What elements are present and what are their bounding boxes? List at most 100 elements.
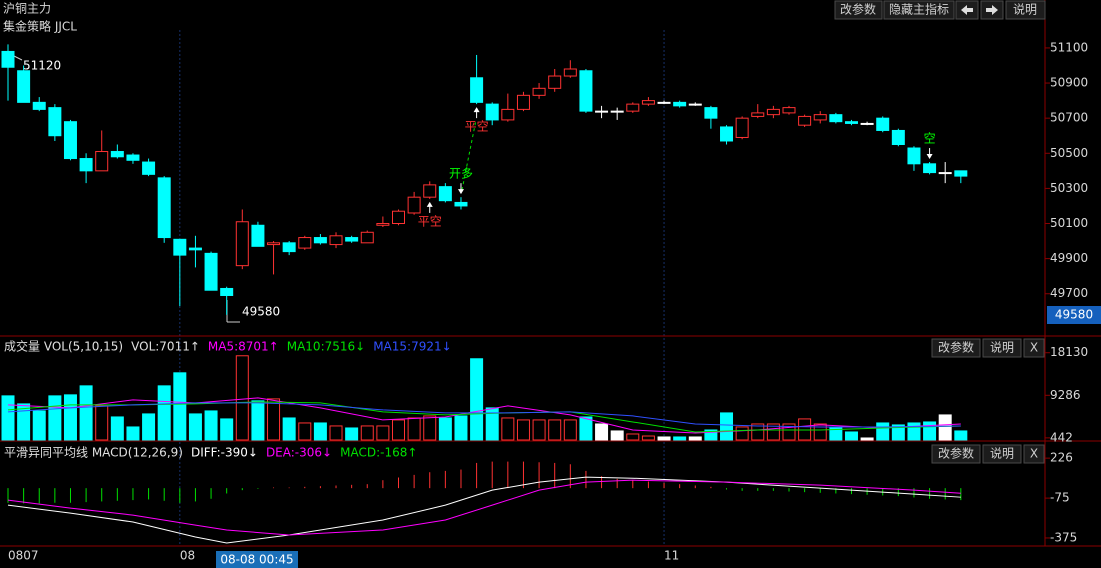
- candle-body: [688, 103, 702, 106]
- button-label[interactable]: 说明: [1013, 2, 1037, 17]
- candle-body: [392, 210, 405, 225]
- volume-bar: [720, 412, 734, 441]
- volume-bar: [798, 418, 812, 441]
- button[interactable]: X: [1023, 444, 1045, 464]
- candle-body: [501, 108, 515, 121]
- candle-body: [735, 117, 749, 138]
- readout: MA15:7921↓: [373, 340, 451, 354]
- arrow-left-button[interactable]: [955, 0, 979, 20]
- volume-bar: [204, 410, 218, 441]
- volume-bar: [860, 437, 874, 441]
- volume-bar: [657, 436, 671, 441]
- indicator-line: [7, 397, 961, 434]
- volume-bar: [329, 425, 343, 441]
- candle-body: [126, 154, 140, 161]
- candle-body: [142, 161, 156, 175]
- candle-body: [860, 122, 874, 125]
- y-tick-label: 50500: [1050, 146, 1088, 160]
- signal-label: 开多: [449, 167, 473, 181]
- candle-body: [157, 177, 171, 239]
- volume-bar: [282, 417, 296, 441]
- arrow-right-button[interactable]: [980, 0, 1004, 20]
- volume-bar: [220, 418, 234, 441]
- candle-body: [17, 70, 31, 103]
- candle-body: [626, 103, 640, 112]
- volume-bar: [813, 423, 827, 441]
- volume-bar: [32, 410, 46, 441]
- candle-body: [329, 235, 343, 246]
- volume-bar: [438, 417, 452, 441]
- volume-bar: [392, 419, 405, 441]
- candle-body: [907, 147, 921, 165]
- button-label[interactable]: 隐藏主指标: [889, 2, 949, 17]
- low-annotation: 49580: [242, 305, 280, 319]
- candle-body: [282, 242, 296, 253]
- volume-bar: [173, 372, 187, 441]
- y-tick-label: 18130: [1050, 345, 1088, 359]
- readout: 成交量 VOL(5,10,15): [4, 339, 123, 354]
- button[interactable]: 隐藏主指标: [883, 0, 955, 20]
- volume-bar: [876, 422, 890, 441]
- y-tick-label: 51100: [1050, 40, 1088, 54]
- candle-body: [438, 186, 452, 202]
- y-tick-label: 226: [1050, 451, 1073, 465]
- button-label[interactable]: 改参数: [938, 446, 974, 461]
- volume-bar: [485, 407, 499, 441]
- volume-bar: [844, 431, 858, 441]
- candle-body: [95, 151, 109, 172]
- button[interactable]: 说明: [982, 338, 1022, 358]
- button-label[interactable]: 改参数: [938, 340, 974, 355]
- candle-body: [345, 237, 359, 242]
- button-label[interactable]: X: [1030, 341, 1038, 355]
- candle-body: [938, 172, 952, 175]
- candle-body: [844, 121, 858, 124]
- volume-bar: [923, 421, 937, 441]
- candle-body: [532, 87, 546, 96]
- volume-bar: [79, 385, 93, 441]
- button[interactable]: 改参数: [931, 444, 981, 464]
- cursor-label-box: [216, 551, 298, 568]
- button-label[interactable]: 说明: [990, 446, 1014, 461]
- volume-bar: [345, 427, 359, 441]
- candle-body: [407, 196, 421, 214]
- candle-body: [360, 231, 374, 244]
- candle-body: [923, 163, 937, 174]
- button[interactable]: X: [1023, 338, 1045, 358]
- volume-bar: [251, 400, 265, 441]
- candle-body: [220, 287, 234, 296]
- candle-body: [313, 237, 327, 244]
- button[interactable]: 说明: [982, 444, 1022, 464]
- button-label[interactable]: 说明: [990, 340, 1014, 355]
- button-label[interactable]: X: [1030, 447, 1038, 461]
- indicator-line: [7, 402, 961, 428]
- price-tag-box: [1047, 306, 1101, 324]
- candle-body: [657, 101, 671, 104]
- volume-bar: [595, 423, 609, 441]
- volume-bar: [907, 422, 921, 441]
- volume-bar: [188, 413, 202, 441]
- volume-bar: [360, 425, 374, 441]
- volume-bar: [938, 414, 952, 441]
- candle-body: [704, 107, 718, 119]
- candle-body: [563, 68, 577, 77]
- candle-body: [813, 114, 827, 121]
- candle-body: [63, 121, 77, 160]
- button[interactable]: 改参数: [931, 338, 981, 358]
- readout: VOL:7011↑: [131, 340, 200, 354]
- volume-bar: [735, 426, 749, 441]
- symbol: 沪铜主力: [3, 1, 51, 16]
- button-label[interactable]: 改参数: [840, 2, 876, 17]
- y-tick-label: -375: [1050, 530, 1077, 544]
- button[interactable]: 说明: [1005, 0, 1046, 20]
- volume-bar: [407, 417, 421, 441]
- volume-bar: [610, 430, 624, 441]
- readout: DEA:-306↓: [266, 446, 332, 460]
- button[interactable]: 改参数: [834, 0, 883, 20]
- readout: MACD:-168↑: [340, 446, 417, 460]
- readout: MA10:7516↓: [287, 340, 365, 354]
- volume-bar: [548, 419, 562, 441]
- volume-bar: [48, 395, 62, 441]
- volume-bar: [501, 417, 515, 441]
- volume-bar: [313, 422, 327, 441]
- candle-body: [798, 115, 812, 126]
